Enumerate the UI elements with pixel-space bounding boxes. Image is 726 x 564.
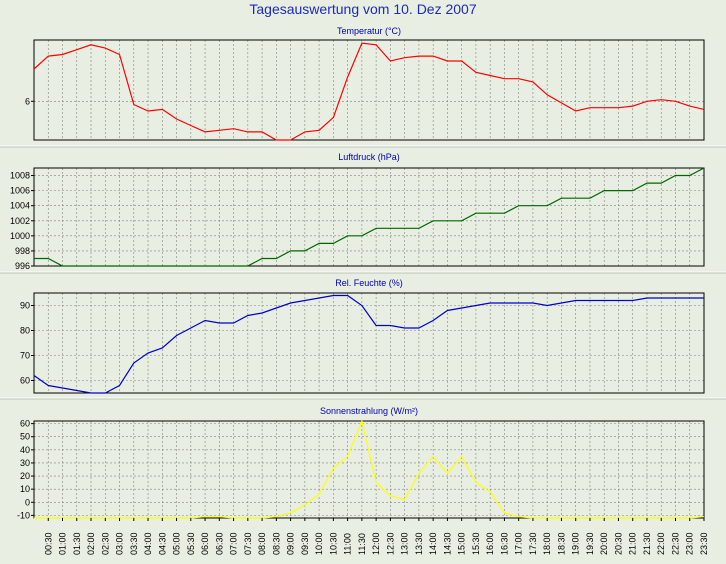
panel-title: Temperatur (°C) <box>337 26 401 36</box>
x-tick-label: 20:30 <box>613 532 623 555</box>
y-tick-label: 50 <box>20 432 30 442</box>
x-tick-label: 16:30 <box>499 532 509 555</box>
panel-title: Luftdruck (hPa) <box>338 152 400 162</box>
panel-title: Sonnenstrahlung (W/m²) <box>320 406 418 416</box>
x-tick-label: 23:00 <box>685 532 695 555</box>
x-tick-label: 08:30 <box>271 532 281 555</box>
y-tick-label: 60 <box>20 376 30 386</box>
series-line <box>34 167 705 267</box>
x-tick-label: 04:30 <box>157 532 167 555</box>
plot-frame <box>33 420 705 519</box>
x-tick-label: 00:30 <box>43 532 53 555</box>
y-tick-label: 1008 <box>10 171 30 181</box>
plot-frame <box>33 39 705 141</box>
y-tick-label: 1000 <box>10 231 30 241</box>
x-tick-label: 11:00 <box>343 533 353 555</box>
x-tick-label: 22:00 <box>656 532 666 555</box>
x-tick-label: 02:30 <box>100 532 110 555</box>
x-tick-label: 22:30 <box>670 532 680 555</box>
x-tick-label: 21:00 <box>628 532 638 555</box>
x-tick-label: 02:00 <box>86 532 96 555</box>
x-tick-label: 08:00 <box>257 532 267 555</box>
x-tick-label: 12:30 <box>385 532 395 555</box>
x-tick-label: 17:00 <box>514 532 524 555</box>
x-tick-label: 12:00 <box>371 532 381 555</box>
y-tick-label: 6 <box>25 96 30 106</box>
x-tick-label: 05:30 <box>186 532 196 555</box>
x-tick-label: 03:30 <box>129 532 139 555</box>
x-tick-label: 14:30 <box>442 532 452 555</box>
y-tick-label: 1002 <box>10 216 30 226</box>
y-tick-label: 60 <box>20 419 30 429</box>
y-tick-label: 20 <box>20 471 30 481</box>
x-tick-label: 19:30 <box>585 532 595 555</box>
page-title: Tagesauswertung vom 10. Dez 2007 <box>249 1 477 17</box>
x-tick-label: 15:00 <box>457 532 467 555</box>
x-tick-label: 17:30 <box>528 532 538 555</box>
x-tick-label: 23:30 <box>699 532 709 555</box>
x-tick-label: 04:00 <box>143 532 153 555</box>
series-line <box>33 294 704 394</box>
y-tick-label: 0 <box>25 497 30 507</box>
x-tick-label: 09:00 <box>286 532 296 555</box>
x-tick-label: 03:00 <box>115 532 125 555</box>
y-tick-label: 30 <box>20 458 30 468</box>
y-tick-label: 40 <box>20 445 30 455</box>
plot-frame <box>33 167 705 267</box>
x-tick-label: 06:30 <box>214 532 224 555</box>
y-tick-label: 80 <box>20 326 30 336</box>
x-tick-label: 19:00 <box>571 532 581 555</box>
x-tick-label: 05:00 <box>172 532 182 555</box>
x-tick-label: 21:30 <box>642 532 652 555</box>
x-tick-label: 13:00 <box>400 532 410 555</box>
x-tick-label: 18:30 <box>556 532 566 555</box>
y-tick-label: 1004 <box>10 201 30 211</box>
y-tick-label: 90 <box>20 301 30 311</box>
x-tick-label: 18:00 <box>542 532 552 555</box>
x-tick-label: 01:30 <box>72 532 82 555</box>
x-tick-label: 01:00 <box>58 532 68 555</box>
y-tick-label: 10 <box>20 484 30 494</box>
x-tick-label: 13:30 <box>414 532 424 555</box>
x-tick-label: 16:00 <box>485 532 495 555</box>
x-tick-label: 10:00 <box>314 532 324 555</box>
x-tick-label: 11:30 <box>357 533 367 555</box>
x-tick-label: 07:30 <box>243 532 253 555</box>
x-tick-label: 09:30 <box>300 532 310 555</box>
series-line <box>34 419 705 519</box>
y-tick-label: 70 <box>20 351 30 361</box>
x-tick-label: 06:00 <box>200 532 210 555</box>
y-tick-label: 996 <box>15 261 30 271</box>
x-tick-label: 20:00 <box>599 532 609 555</box>
panel-title: Rel. Feuchte (%) <box>335 278 403 288</box>
plot-frame <box>33 292 705 394</box>
x-tick-label: 14:00 <box>428 532 438 555</box>
x-tick-label: 10:30 <box>328 532 338 555</box>
y-tick-label: -10 <box>17 510 30 520</box>
series-line <box>33 42 705 141</box>
y-tick-label: 1006 <box>10 186 30 196</box>
x-tick-label: 15:30 <box>471 532 481 555</box>
x-tick-label: 07:00 <box>229 532 239 555</box>
y-tick-label: 998 <box>15 246 30 256</box>
